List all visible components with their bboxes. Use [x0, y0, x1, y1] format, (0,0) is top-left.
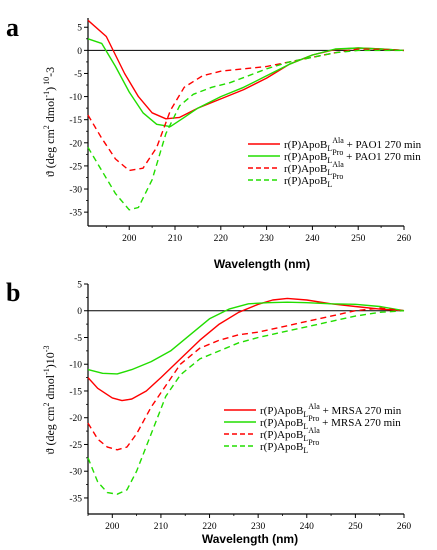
- x-tick-label: 260: [397, 234, 412, 244]
- chart-panel-a: a 5 0 -5 -10 -15 -20 -25 -30 -35 200 210 220 230 240 25…: [6, 13, 422, 271]
- x-axis-title: Wavelength (nm): [214, 257, 310, 271]
- x-tick-label: 200: [105, 522, 120, 532]
- y-tick-label: -10: [69, 93, 82, 103]
- x-tick-label: 210: [154, 522, 169, 532]
- y-tick-label: -25: [69, 162, 82, 172]
- series-line-4: [87, 310, 405, 495]
- y-tick-label: -30: [69, 468, 82, 478]
- series-line-2: [87, 301, 405, 375]
- x-tick-label: 240: [305, 234, 320, 244]
- legend-label: r(P)ApoBLPro + PAO1 270 min: [284, 148, 421, 165]
- panel-label: b: [6, 278, 20, 307]
- y-tick-label: 0: [77, 307, 82, 317]
- y-tick-label: -10: [69, 361, 82, 371]
- legend: r(P)ApoBLAla + MRSA 270 minr(P)ApoBLPro …: [224, 402, 402, 455]
- series-line-1: [87, 19, 405, 120]
- y-axis-title: ϑ (deg cm2 dmol-1)10-3: [42, 346, 57, 455]
- legend: r(P)ApoBLAla + PAO1 270 minr(P)ApoBLPro …: [248, 136, 422, 189]
- y-tick-label: 5: [77, 24, 82, 34]
- y-tick-label: -35: [69, 209, 82, 219]
- legend-label: r(P)ApoBLPro: [284, 172, 343, 189]
- y-tick-label: -15: [69, 387, 82, 397]
- y-tick-label: -20: [69, 414, 82, 424]
- series-line-2: [87, 38, 405, 128]
- legend-label: r(P)ApoBLAla + PAO1 270 min: [284, 136, 422, 153]
- y-tick-label: -5: [74, 334, 82, 344]
- x-tick-label: 220: [202, 522, 217, 532]
- x-tick-label: 250: [348, 522, 363, 532]
- legend-label: r(P)ApoBLAla: [260, 426, 320, 443]
- x-tick-label: 230: [251, 522, 266, 532]
- y-axis-title: ϑ (deg cm2 dmol-1) 10-3: [42, 67, 57, 177]
- series-line-1: [87, 297, 405, 402]
- series-line-4: [87, 49, 404, 211]
- y-tick-label: -25: [69, 441, 82, 451]
- x-tick-label: 260: [397, 522, 412, 532]
- y-tick-label: -5: [74, 70, 82, 80]
- legend-label: r(P)ApoBLAla: [284, 160, 344, 177]
- x-axis-title: Wavelength (nm): [202, 532, 298, 546]
- series-line-3: [87, 307, 405, 451]
- x-tick-label: 220: [214, 234, 229, 244]
- chart-panel-b: b 5 0 -5 -10 -15 -20 -25 -30 -35 200 210 220 230 240 25…: [6, 278, 411, 546]
- y-tick-label: -20: [69, 139, 82, 149]
- x-tick-label: 250: [351, 234, 366, 244]
- x-tick-label: 200: [122, 234, 137, 244]
- y-tick-label: 5: [77, 281, 82, 291]
- panel-label: a: [6, 13, 19, 42]
- x-tick-label: 240: [300, 522, 315, 532]
- x-tick-label: 210: [168, 234, 183, 244]
- x-tick-label: 230: [259, 234, 274, 244]
- y-tick-label: 0: [77, 47, 82, 57]
- legend-label: r(P)ApoBLPro + MRSA 270 min: [260, 414, 401, 431]
- y-tick-label: -30: [69, 186, 82, 196]
- legend-label: r(P)ApoBLAla + MRSA 270 min: [260, 402, 402, 419]
- y-tick-label: -15: [69, 116, 82, 126]
- legend-label: r(P)ApoBLPro: [260, 438, 319, 455]
- y-tick-label: -35: [69, 494, 82, 504]
